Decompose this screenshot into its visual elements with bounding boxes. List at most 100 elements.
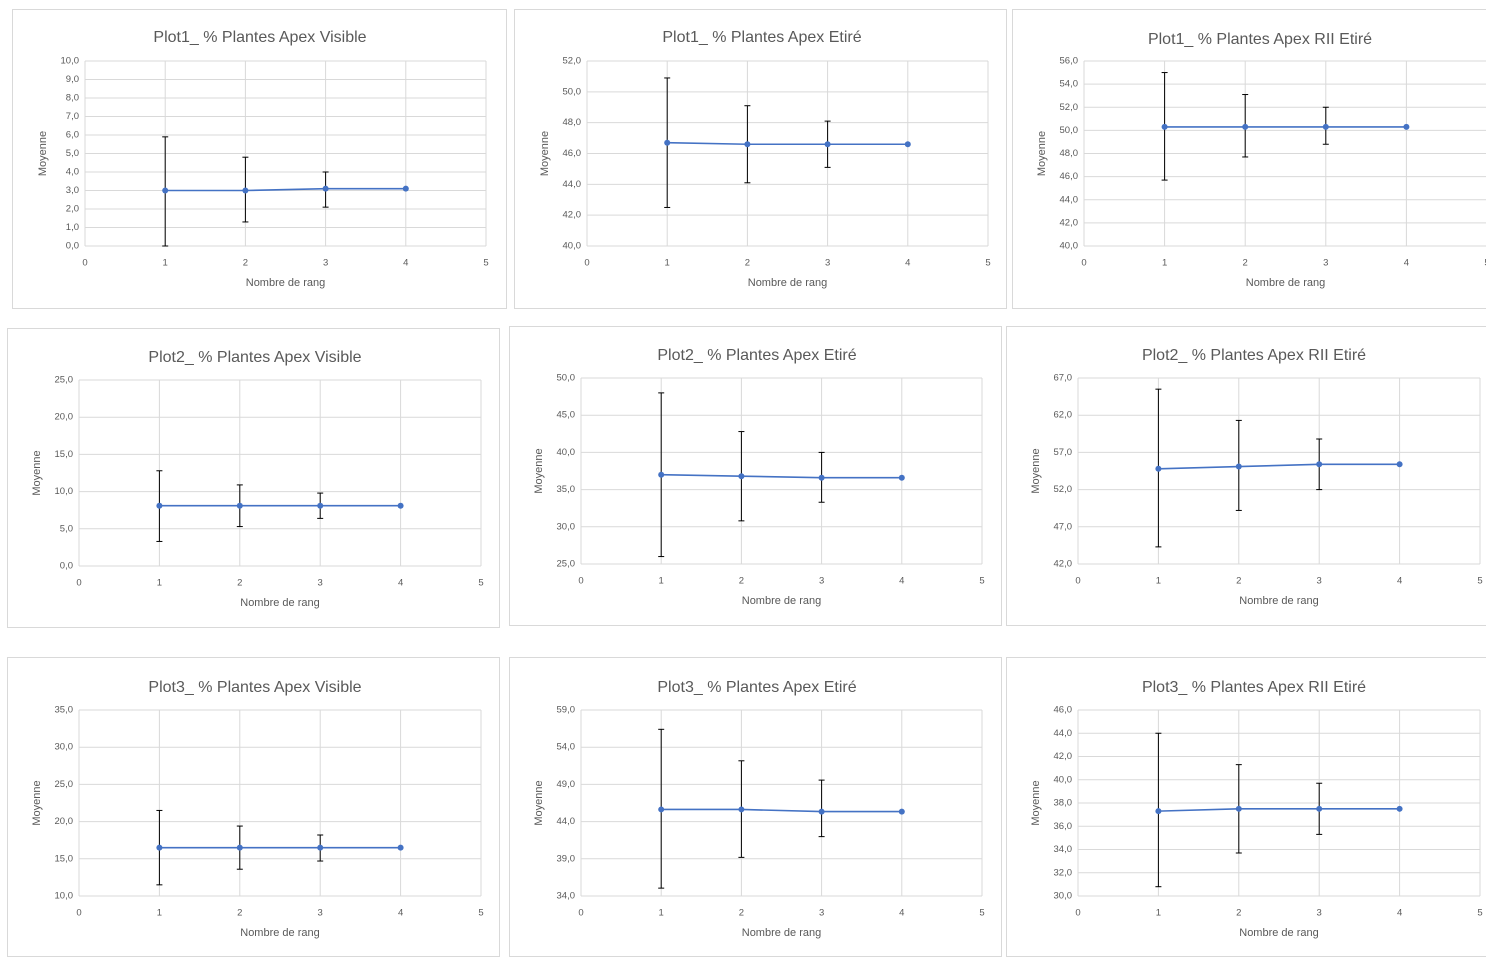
y-tick-label: 42,0 [1054,559,1073,570]
x-tick-label: 3 [1323,258,1328,269]
x-tick-label: 4 [905,258,910,269]
y-tick-label: 46,0 [1054,705,1073,716]
data-point [236,844,243,851]
x-tick-label: 1 [665,258,670,269]
chart-plot3-apex-rii-etire: Plot3_ % Plantes Apex RII Etiré 30,0 32,0 3… [1006,657,1486,957]
data-point [1155,808,1162,815]
x-axis-label: Nombre de rang [1246,277,1326,289]
data-point [738,473,745,480]
series-line [1158,808,1400,812]
y-tick-label: 44,0 [1054,728,1073,739]
chart-canvas: Plot3_ % Plantes Apex Etiré 34,0 39,0 44,0 4… [533,679,985,939]
x-tick-label: 2 [237,908,242,919]
data-point [156,502,163,509]
x-tick-label: 5 [478,908,483,919]
y-tick-label: 48,0 [1060,148,1079,159]
y-tick-label: 32,0 [1054,867,1073,878]
y-tick-label: 7,0 [66,111,79,122]
x-tick-label: 2 [237,578,242,589]
y-tick-label: 8,0 [66,93,79,104]
y-tick-label: 15,0 [55,853,74,864]
chart-title: Plot2_ % Plantes Apex RII Etiré [1142,347,1366,364]
x-tick-label: 2 [1236,908,1241,919]
x-tick-label: 0 [584,258,589,269]
x-tick-label: 0 [578,576,583,587]
y-tick-label: 50,0 [1060,125,1079,136]
y-tick-label: 52,0 [563,56,582,67]
y-tick-label: 30,0 [55,742,74,753]
y-tick-label: 34,0 [1054,844,1073,855]
y-tick-label: 57,0 [1054,447,1073,458]
y-tick-label: 40,0 [557,447,576,458]
y-tick-label: 48,0 [563,117,582,128]
series-line [667,141,908,146]
y-tick-label: 15,0 [55,449,74,460]
y-tick-label: 54,0 [557,742,576,753]
data-point [1161,123,1168,130]
data-point [1403,123,1410,130]
x-tick-label: 0 [76,908,81,919]
x-tick-label: 4 [899,908,904,919]
y-tick-label: 44,0 [557,816,576,827]
x-tick-label: 4 [1397,908,1402,919]
series-line [661,473,902,479]
data-point [1322,123,1329,130]
x-tick-label: 4 [1404,258,1409,269]
x-tick-label: 2 [243,258,248,269]
data-point [818,474,825,481]
x-tick-label: 0 [76,578,81,589]
x-tick-label: 5 [1477,576,1482,587]
y-axis-label: Moyenne [533,448,545,493]
data-point [317,502,324,509]
y-tick-label: 3,0 [66,185,79,196]
y-tick-label: 25,0 [557,559,576,570]
y-tick-label: 40,0 [1060,241,1079,252]
x-tick-label: 1 [163,258,168,269]
chart-title: Plot3_ % Plantes Apex Visible [148,679,361,696]
chart-canvas: Plot3_ % Plantes Apex RII Etiré 30,0 32,0 3… [1030,679,1483,939]
chart-plot2-apex-visible: Plot2_ % Plantes Apex Visible 0,0 5,0 10,0 1… [7,328,500,628]
x-tick-label: 1 [1156,908,1161,919]
x-tick-label: 3 [819,576,824,587]
y-tick-label: 50,0 [557,373,576,384]
data-point [658,471,665,478]
data-point [236,502,243,509]
chart-canvas: Plot1_ % Plantes Apex Etiré 40,0 42,0 44,0 4… [539,29,991,289]
y-tick-label: 38,0 [1054,798,1073,809]
data-point [658,806,665,813]
x-tick-label: 1 [1162,258,1167,269]
y-tick-label: 52,0 [1054,484,1073,495]
x-tick-label: 5 [985,258,990,269]
data-point [162,187,169,194]
data-point [1316,461,1323,468]
x-tick-label: 0 [578,908,583,919]
y-tick-label: 39,0 [557,853,576,864]
data-point [744,141,751,148]
x-tick-label: 4 [899,576,904,587]
y-tick-label: 40,0 [563,241,582,252]
x-tick-label: 3 [1317,908,1322,919]
y-tick-label: 36,0 [1054,821,1073,832]
x-tick-label: 3 [819,908,824,919]
chart-canvas: Plot2_ % Plantes Apex Etiré 25,0 30,0 35,0 4… [533,347,985,607]
data-point [1242,123,1249,130]
data-point [824,141,831,148]
y-axis-label: Moyenne [31,780,43,825]
y-tick-label: 20,0 [55,816,74,827]
y-axis-label: Moyenne [1030,780,1042,825]
x-tick-label: 5 [483,258,488,269]
y-axis-label: Moyenne [1036,131,1048,176]
data-point [1396,805,1403,812]
y-tick-label: 10,0 [61,56,80,67]
data-point [1316,805,1323,812]
chart-title: Plot3_ % Plantes Apex Etiré [657,679,856,696]
x-tick-label: 4 [1397,576,1402,587]
data-point [904,141,911,148]
x-tick-label: 0 [1075,908,1080,919]
data-point [1235,463,1242,470]
x-tick-label: 1 [1156,576,1161,587]
y-tick-label: 42,0 [1060,217,1079,228]
x-axis-label: Nombre de rang [1239,927,1319,939]
x-tick-label: 3 [318,908,323,919]
x-axis-label: Nombre de rang [742,595,822,607]
